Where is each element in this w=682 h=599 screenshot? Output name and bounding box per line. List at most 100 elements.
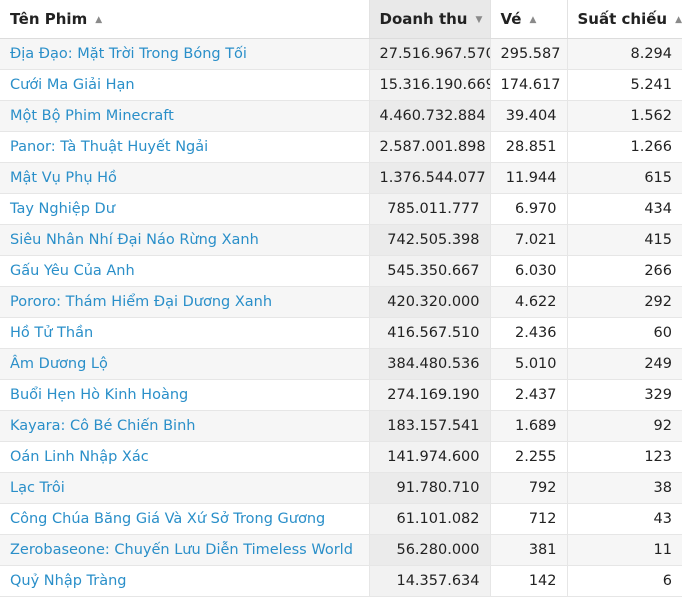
cell-revenue: 274.169.190: [369, 379, 491, 411]
cell-revenue: 141.974.600: [369, 441, 491, 473]
cell-showings: 1.266: [567, 131, 682, 163]
cell-revenue: 61.101.082: [369, 503, 491, 535]
cell-title: Pororo: Thám Hiểm Đại Dương Xanh: [0, 286, 370, 318]
cell-revenue: 2.587.001.898: [369, 131, 491, 163]
cell-showings: 292: [567, 286, 682, 318]
movie-title-link[interactable]: Lạc Trôi: [10, 480, 65, 496]
cell-tickets: 1.689: [490, 410, 568, 442]
movie-title-link[interactable]: Quỷ Nhập Tràng: [10, 573, 127, 589]
cell-showings: 43: [567, 503, 682, 535]
table-row: Gấu Yêu Của Anh 545.350.667 6.030 266: [0, 255, 682, 287]
cell-tickets: 2.255: [490, 441, 568, 473]
cell-showings: 1.562: [567, 100, 682, 132]
cell-tickets: 2.437: [490, 379, 568, 411]
header-showings[interactable]: Suất chiếu ▲: [567, 0, 682, 39]
cell-tickets: 7.021: [490, 224, 568, 256]
table-row: Quỷ Nhập Tràng 14.357.634 142 6: [0, 565, 682, 597]
cell-title: Lạc Trôi: [0, 472, 370, 504]
header-revenue-label: Doanh thu: [379, 10, 468, 28]
header-tickets-label: Vé: [500, 10, 522, 28]
movie-title-link[interactable]: Buổi Hẹn Hò Kinh Hoàng: [10, 387, 189, 403]
cell-tickets: 381: [490, 534, 568, 566]
cell-tickets: 2.436: [490, 317, 568, 349]
table-row: Pororo: Thám Hiểm Đại Dương Xanh 420.320.…: [0, 286, 682, 318]
cell-title: Zerobaseone: Chuyến Lưu Diễn Timeless Wo…: [0, 534, 370, 566]
cell-showings: 249: [567, 348, 682, 380]
movie-title-link[interactable]: Siêu Nhân Nhí Đại Náo Rừng Xanh: [10, 232, 259, 248]
movie-title-link[interactable]: Một Bộ Phim Minecraft: [10, 108, 174, 124]
header-revenue[interactable]: Doanh thu ▼: [369, 0, 491, 39]
sort-up-icon: ▲: [675, 15, 682, 25]
cell-tickets: 792: [490, 472, 568, 504]
cell-showings: 6: [567, 565, 682, 597]
cell-tickets: 142: [490, 565, 568, 597]
cell-revenue: 420.320.000: [369, 286, 491, 318]
cell-tickets: 6.970: [490, 193, 568, 225]
cell-title: Một Bộ Phim Minecraft: [0, 100, 370, 132]
movie-title-link[interactable]: Âm Dương Lộ: [10, 356, 108, 372]
cell-revenue: 416.567.510: [369, 317, 491, 349]
sort-up-icon: ▲: [95, 15, 103, 25]
cell-revenue: 183.157.541: [369, 410, 491, 442]
cell-tickets: 174.617: [490, 69, 568, 101]
cell-title: Hồ Tử Thần: [0, 317, 370, 349]
table-row: Buổi Hẹn Hò Kinh Hoàng 274.169.190 2.437 32…: [0, 379, 682, 411]
cell-title: Gấu Yêu Của Anh: [0, 255, 370, 287]
cell-revenue: 14.357.634: [369, 565, 491, 597]
cell-tickets: 11.944: [490, 162, 568, 194]
sort-up-icon: ▲: [529, 15, 537, 25]
cell-showings: 38: [567, 472, 682, 504]
cell-title: Panor: Tà Thuật Huyết Ngải: [0, 131, 370, 163]
cell-showings: 5.241: [567, 69, 682, 101]
cell-title: Buổi Hẹn Hò Kinh Hoàng: [0, 379, 370, 411]
movie-title-link[interactable]: Oán Linh Nhập Xác: [10, 449, 149, 465]
cell-showings: 8.294: [567, 38, 682, 70]
cell-showings: 123: [567, 441, 682, 473]
cell-title: Tay Nghiệp Dư: [0, 193, 370, 225]
header-tickets[interactable]: Vé ▲: [490, 0, 568, 39]
cell-showings: 60: [567, 317, 682, 349]
cell-showings: 92: [567, 410, 682, 442]
cell-tickets: 4.622: [490, 286, 568, 318]
cell-title: Siêu Nhân Nhí Đại Náo Rừng Xanh: [0, 224, 370, 256]
table-row: Hồ Tử Thần 416.567.510 2.436 60: [0, 317, 682, 349]
table-row: Mật Vụ Phụ Hồ 1.376.544.077 11.944 615: [0, 162, 682, 194]
cell-tickets: 39.404: [490, 100, 568, 132]
movie-title-link[interactable]: Địa Đạo: Mặt Trời Trong Bóng Tối: [10, 46, 247, 62]
movie-title-link[interactable]: Tay Nghiệp Dư: [10, 201, 115, 217]
movie-title-link[interactable]: Mật Vụ Phụ Hồ: [10, 170, 117, 186]
cell-revenue: 91.780.710: [369, 472, 491, 504]
movie-title-link[interactable]: Panor: Tà Thuật Huyết Ngải: [10, 139, 209, 155]
table-row: Zerobaseone: Chuyến Lưu Diễn Timeless Wo…: [0, 534, 682, 566]
cell-title: Âm Dương Lộ: [0, 348, 370, 380]
cell-revenue: 56.280.000: [369, 534, 491, 566]
movie-title-link[interactable]: Công Chúa Băng Giá Và Xứ Sở Trong Gương: [10, 511, 326, 527]
cell-tickets: 6.030: [490, 255, 568, 287]
table-row: Kayara: Cô Bé Chiến Binh 183.157.541 1.689…: [0, 410, 682, 442]
table-row: Địa Đạo: Mặt Trời Trong Bóng Tối 27.516.9…: [0, 38, 682, 70]
cell-title: Mật Vụ Phụ Hồ: [0, 162, 370, 194]
table-row: Siêu Nhân Nhí Đại Náo Rừng Xanh 742.505.3…: [0, 224, 682, 256]
movie-title-link[interactable]: Kayara: Cô Bé Chiến Binh: [10, 418, 196, 434]
cell-revenue: 742.505.398: [369, 224, 491, 256]
movie-title-link[interactable]: Gấu Yêu Của Anh: [10, 263, 135, 279]
movie-title-link[interactable]: Hồ Tử Thần: [10, 325, 94, 341]
table-row: Cưới Ma Giải Hạn 15.316.190.669 174.617 5.2…: [0, 69, 682, 101]
cell-revenue: 384.480.536: [369, 348, 491, 380]
cell-tickets: 712: [490, 503, 568, 535]
cell-revenue: 27.516.967.570: [369, 38, 491, 70]
movie-title-link[interactable]: Pororo: Thám Hiểm Đại Dương Xanh: [10, 294, 273, 310]
table-row: Một Bộ Phim Minecraft 4.460.732.884 39.404…: [0, 100, 682, 132]
movie-title-link[interactable]: Cưới Ma Giải Hạn: [10, 77, 135, 93]
cell-showings: 329: [567, 379, 682, 411]
cell-tickets: 28.851: [490, 131, 568, 163]
header-title[interactable]: Tên Phim ▲: [0, 0, 370, 39]
cell-showings: 615: [567, 162, 682, 194]
cell-title: Công Chúa Băng Giá Và Xứ Sở Trong Gương: [0, 503, 370, 535]
cell-title: Cưới Ma Giải Hạn: [0, 69, 370, 101]
sort-down-icon: ▼: [475, 15, 483, 25]
table-row: Âm Dương Lộ 384.480.536 5.010 249: [0, 348, 682, 380]
cell-revenue: 15.316.190.669: [369, 69, 491, 101]
movie-title-link[interactable]: Zerobaseone: Chuyến Lưu Diễn Timeless Wo…: [10, 542, 353, 558]
